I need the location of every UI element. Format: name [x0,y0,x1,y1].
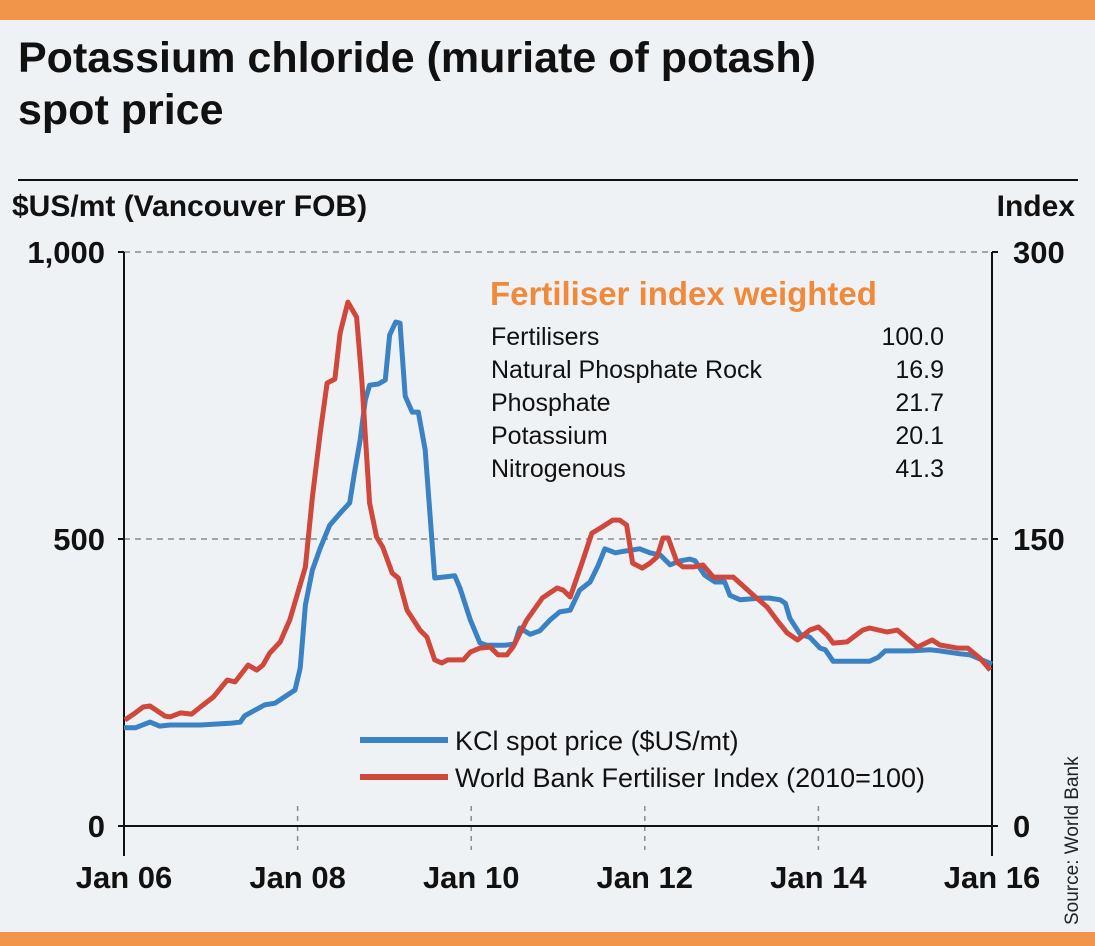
annotation-row-label: Natural Phosphate Rock [491,356,762,384]
title-rule [18,179,1078,181]
source-note: Source: World Bank [1062,756,1083,925]
legend-label: KCl spot price ($US/mt) [455,726,739,756]
right-tick-label: 300 [1013,235,1065,270]
chart-title: Potassium chloride (muriate of potash) s… [18,32,816,136]
annotation-row-label: Fertilisers [491,323,599,351]
annotation-row-value: 100.0 [881,323,944,351]
fertiliser-index-line [123,299,993,723]
left-tick-label: 1,000 [27,235,105,270]
annotation-row-label: Nitrogenous [491,455,626,483]
title-line-1: Potassium chloride (muriate of potash) [18,34,816,82]
left-axis-label: $US/mt (Vancouver FOB) [12,190,368,223]
x-tick-label: Jan 10 [423,860,520,895]
right-tick-label: 0 [1013,809,1030,844]
annotation-row-value: 16.9 [895,356,944,384]
annotation-row-value: 41.3 [895,455,944,483]
top-accent-bar [0,0,1095,20]
annotation-row-value: 20.1 [895,422,944,450]
annotation-title: Fertiliser index weighted [490,275,877,312]
legend-label: World Bank Fertiliser Index (2010=100) [455,763,925,793]
x-tick-label: Jan 06 [76,860,173,895]
annotation-row-value: 21.7 [895,389,944,417]
x-tick-label: Jan 16 [944,860,1041,895]
x-tick-label: Jan 14 [770,860,867,895]
right-axis-label: Index [996,190,1075,223]
left-tick-label: 500 [53,522,105,557]
right-tick-label: 150 [1013,522,1065,557]
annotation-row-label: Phosphate [491,389,611,417]
x-tick-label: Jan 12 [597,860,694,895]
bottom-accent-bar [0,932,1095,946]
x-tick-label: Jan 08 [249,860,346,895]
left-tick-label: 0 [88,809,105,844]
annotation-row-label: Potassium [491,422,608,450]
title-line-2: spot price [18,86,224,134]
